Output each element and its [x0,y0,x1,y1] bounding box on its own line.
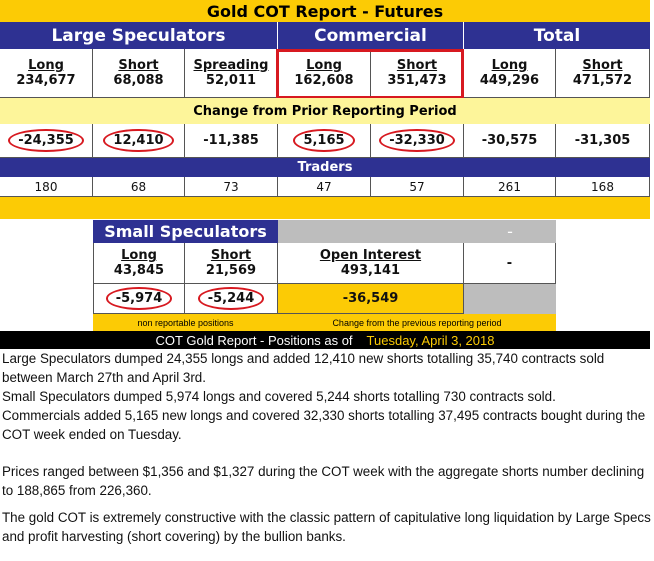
change-cell: 5,165 [278,124,371,158]
label: Open Interest [319,248,422,263]
position-cell: Short 471,572 [556,49,650,98]
note-right: Change from the previous reporting perio… [278,314,556,331]
footer-date: Tuesday, April 3, 2018 [366,332,495,348]
group-large-speculators: Large Speculators [0,22,278,49]
footer-prefix: COT Gold Report - Positions as of [155,332,353,348]
position-cell: Short 68,088 [93,49,185,98]
small-short: Short 21,569 [185,243,278,284]
column-label: Long [306,58,342,73]
small-speculators-title: Small Speculators [93,220,278,243]
yellow-separator [0,197,650,219]
column-label: Spreading [193,58,269,73]
value: -5,974 [105,287,173,310]
column-label: Short [582,58,623,73]
paragraph: The gold COT is extremely constructive w… [2,510,651,544]
traders-cell: 57 [371,177,464,197]
change-value: -30,575 [481,133,538,148]
paragraph: Prices ranged between $1,356 and $1,327 … [2,464,645,498]
traders-cell: 168 [556,177,650,197]
column-label: Short [396,58,438,73]
change-cell: -24,355 [0,124,93,158]
position-value: 234,677 [16,73,76,88]
change-label: Change from Prior Reporting Period [0,98,650,124]
small-long: Long 43,845 [93,243,185,284]
small-short-change: -5,244 [185,284,278,314]
position-value: 351,473 [387,73,447,88]
paragraph: Large Speculators dumped 24,355 longs an… [2,351,605,385]
change-cell: 12,410 [93,124,185,158]
group-total: Total [464,22,650,49]
position-cell: Long 234,677 [0,49,93,98]
label: Short [210,248,252,263]
column-label: Long [28,58,64,73]
value: 43,845 [113,263,165,278]
change-cell: -32,330 [371,124,464,158]
open-interest-change: -36,549 [278,284,464,314]
report-title: Gold COT Report - Futures [0,0,650,22]
change-cell: -30,575 [464,124,556,158]
traders-cell: 180 [0,177,93,197]
position-value: 68,088 [113,73,164,88]
change-cell: -31,305 [556,124,650,158]
change-value: -32,330 [379,129,455,152]
value: -5,244 [197,287,265,310]
position-value: 162,608 [294,73,354,88]
dash-cell-2: - [464,243,556,284]
change-value: -11,385 [203,133,259,148]
value: 493,141 [340,263,401,278]
position-value: 52,011 [205,73,257,88]
position-value: 449,296 [479,73,540,88]
position-cell: Spreading 52,011 [185,49,278,98]
gray-cell-2 [464,284,556,314]
group-commercial: Commercial [278,22,464,49]
traders-cell: 68 [93,177,185,197]
value: 21,569 [205,263,257,278]
change-cell: -11,385 [185,124,278,158]
change-value: -24,355 [8,129,84,152]
note-left: non reportable positions [93,314,278,331]
paragraph: Small Speculators dumped 5,974 longs and… [2,389,556,404]
column-label: Long [491,58,528,73]
change-value: 5,165 [293,129,355,152]
change-value: 12,410 [103,129,174,152]
paragraph: Commercials added 5,165 new longs and co… [2,408,646,442]
change-value: -31,305 [574,133,631,148]
open-interest: Open Interest 493,141 [278,243,464,284]
small-long-change: -5,974 [93,284,185,314]
column-label: Short [118,58,159,73]
position-cell: Long 449,296 [464,49,556,98]
position-value: 471,572 [572,73,633,88]
commercial-highlight-box [276,49,464,99]
traders-cell: 73 [185,177,278,197]
label: Long [121,248,157,263]
traders-label: Traders [0,158,650,177]
dash-cell: - [464,220,556,243]
footer-bar: COT Gold Report - Positions as of Tuesday… [0,331,650,349]
gray-cell [278,220,464,243]
traders-cell: 261 [464,177,556,197]
commentary: Large Speculators dumped 24,355 longs an… [2,349,652,546]
traders-cell: 47 [278,177,371,197]
